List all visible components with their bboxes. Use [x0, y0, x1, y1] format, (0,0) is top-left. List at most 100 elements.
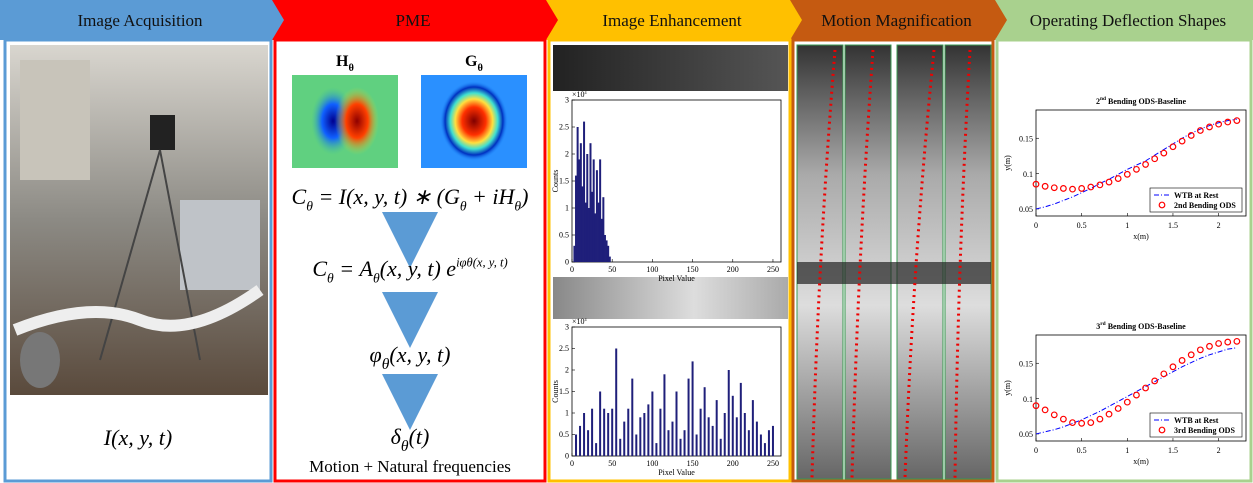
legend-label: WTB at Rest: [1174, 191, 1219, 200]
bar: [684, 430, 686, 456]
y-tick-label: 0.15: [1019, 134, 1033, 143]
y-tick-label: 0.1: [1023, 170, 1033, 179]
y-tick-label: 0.05: [1019, 430, 1033, 439]
x-tick-label: 1.5: [1168, 221, 1178, 230]
panel-title: Operating Deflection Shapes: [1030, 11, 1226, 30]
y-tick-label: 3: [565, 322, 569, 331]
bar: [631, 379, 633, 456]
bar: [579, 426, 581, 456]
text-segment: G: [465, 53, 478, 70]
rich-text: ×104: [572, 317, 588, 326]
panel-title: Image Enhancement: [602, 11, 742, 30]
bar: [659, 409, 661, 456]
x-tick-label: 250: [767, 459, 779, 468]
bar: [720, 439, 722, 456]
bar: [609, 257, 611, 262]
y-tick-label: 0.15: [1019, 359, 1033, 368]
text-segment: C: [312, 256, 327, 281]
y-tick-label: 2.5: [559, 122, 569, 131]
bar: [643, 413, 645, 456]
x-tick-label: 200: [727, 265, 739, 274]
x-tick-label: 200: [727, 459, 739, 468]
x-tick-label: 0: [1034, 221, 1038, 230]
x-tick-label: 0: [570, 265, 574, 274]
bar: [744, 413, 746, 456]
legend-label: 3rd Bending ODS: [1174, 426, 1235, 435]
x-tick-label: 100: [646, 265, 658, 274]
bar: [635, 435, 637, 457]
x-tick-label: 100: [646, 459, 658, 468]
x-tick-label: 0: [1034, 446, 1038, 455]
text-segment: ×10: [572, 90, 585, 99]
bar: [752, 400, 754, 456]
filter-image: [421, 75, 527, 168]
x-tick-label: 150: [687, 459, 699, 468]
text-segment: ): [519, 184, 528, 209]
bar: [667, 430, 669, 456]
text-segment: φ: [370, 342, 382, 367]
frame-image: [553, 45, 788, 91]
figure: Image AcquisitionPMEImage EnhancementMot…: [0, 0, 1253, 483]
x-axis-label: Pixel Value: [658, 274, 695, 283]
text-segment: + iH: [467, 184, 516, 209]
bar: [760, 435, 762, 457]
y-tick-label: 2.5: [559, 344, 569, 353]
y-axis-label: y(m): [1003, 380, 1012, 396]
bar: [724, 413, 726, 456]
text-segment: = I(x, y, t) ∗ (G: [313, 184, 460, 209]
y-tick-label: 0.5: [559, 230, 569, 239]
text-segment: ×10: [572, 317, 585, 326]
x-tick-label: 0.5: [1077, 221, 1087, 230]
y-axis-label: y(m): [1003, 155, 1012, 171]
text-segment: H: [336, 53, 349, 70]
x-tick-label: 50: [608, 459, 616, 468]
bar: [663, 374, 665, 456]
x-axis-label: x(m): [1133, 232, 1149, 241]
bar: [736, 417, 738, 456]
text-segment: θ: [349, 63, 354, 74]
bar: [627, 409, 629, 456]
x-tick-label: 1: [1125, 446, 1129, 455]
bar: [764, 443, 766, 456]
x-axis-label: Pixel Value: [658, 468, 695, 477]
bar: [655, 443, 657, 456]
x-tick-label: 2: [1217, 221, 1221, 230]
magnified-frames: [797, 45, 991, 479]
bar: [692, 361, 694, 456]
text-segment: C: [292, 184, 307, 209]
y-tick-label: 0.1: [1023, 395, 1033, 404]
y-tick-label: 1: [565, 408, 569, 417]
bar: [768, 430, 770, 456]
panel-title: Motion Magnification: [821, 11, 972, 30]
bar: [740, 383, 742, 456]
bar: [680, 439, 682, 456]
text-segment: (t): [409, 424, 430, 449]
bar: [647, 404, 649, 456]
x-tick-label: 1: [1125, 221, 1129, 230]
y-tick-label: 1.5: [559, 387, 569, 396]
text-segment: Bending ODS-Baseline: [1106, 97, 1186, 106]
bar: [651, 392, 653, 457]
y-tick-label: 3: [565, 95, 569, 104]
legend-label: 2nd Bending ODS: [1174, 201, 1236, 210]
bar: [732, 396, 734, 456]
rich-text: Hθ: [336, 53, 354, 74]
bar: [676, 392, 678, 457]
bar: [575, 435, 577, 457]
text-segment: = A: [334, 256, 374, 281]
x-tick-label: 0: [570, 459, 574, 468]
bar: [688, 379, 690, 456]
rich-text: 3rd Bending ODS-Baseline: [1096, 321, 1186, 331]
bar: [756, 422, 758, 456]
bar: [704, 387, 706, 456]
x-tick-label: 1.5: [1168, 446, 1178, 455]
legend-label: WTB at Rest: [1174, 416, 1219, 425]
photo: [10, 45, 268, 395]
header-bar: Image AcquisitionPMEImage EnhancementMot…: [0, 0, 1253, 40]
x-tick-label: 0.5: [1077, 446, 1087, 455]
text-segment: θ: [478, 63, 483, 74]
y-tick-label: 2: [565, 365, 569, 374]
bar: [623, 422, 625, 456]
bar: [619, 439, 621, 456]
bar: [700, 409, 702, 456]
